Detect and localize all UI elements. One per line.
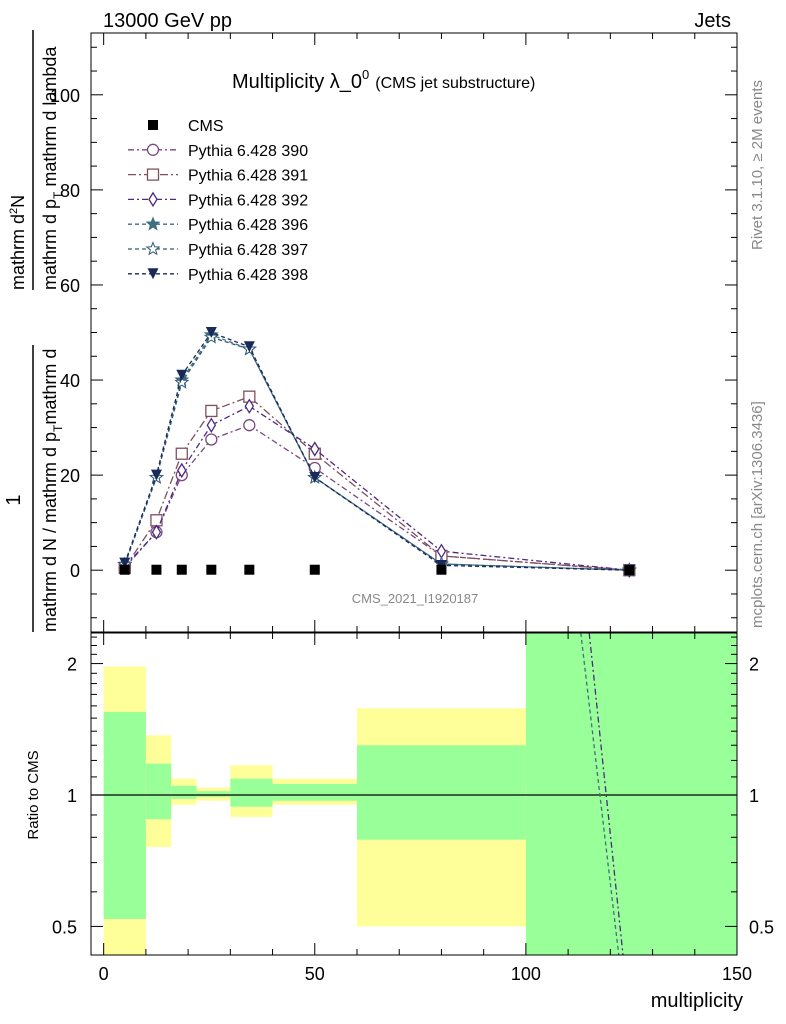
series-5-point-2 — [176, 369, 188, 381]
series-5-point-4 — [243, 341, 255, 353]
series-line-3 — [124, 334, 630, 571]
legend-marker-5 — [147, 268, 159, 280]
ratio-line-0 — [580, 632, 620, 956]
cms-point-5 — [309, 564, 320, 575]
analysis-watermark: CMS_2021_I1920187 — [352, 591, 479, 606]
band-stat-4 — [230, 778, 273, 807]
band-stat-0 — [103, 711, 146, 919]
xtick-label-150: 150 — [722, 964, 752, 984]
series-2-point-5 — [310, 441, 320, 457]
rivet-label: Rivet 3.1.10, ≥ 2M events — [749, 80, 766, 250]
ylabel-numerator: 1 — [3, 494, 25, 505]
legend-marker-4 — [145, 241, 161, 256]
legend-label-5: Pythia 6.428 398 — [188, 267, 308, 284]
ratio-line-1 — [588, 632, 624, 956]
xtick-label-50: 50 — [305, 964, 325, 984]
cms-point-1 — [151, 564, 162, 575]
ratio-bands — [91, 633, 737, 955]
band-stat-3 — [196, 791, 231, 797]
axes-ticks: 0 50 100 150 0 20 40 60 80 100 0.5 0.5 1 1 2 2 — [50, 33, 774, 984]
series-5-point-0 — [119, 557, 131, 569]
legend-marker-1 — [146, 168, 160, 181]
rtick-label-right-2: 2 — [749, 655, 759, 675]
header-right: Jets — [694, 10, 731, 32]
ratio-ylabel: Ratio to CMS — [25, 750, 42, 839]
series-0-point-4 — [243, 419, 256, 432]
ytick-label-40: 40 — [60, 371, 80, 391]
legend-label-3: Pythia 6.428 396 — [188, 217, 308, 234]
series-line-2 — [124, 405, 630, 571]
ytick-label-100: 100 — [50, 86, 80, 106]
legend-marker-2 — [148, 191, 158, 208]
rtick-label-left-1: 1 — [67, 786, 77, 806]
rtick-label-left-0: 0.5 — [52, 917, 77, 937]
series-1-point-2 — [175, 447, 188, 460]
legend-marker-cms — [148, 120, 158, 130]
xlabel: multiplicity — [651, 990, 743, 1012]
series-5-point-1 — [150, 469, 162, 481]
series-1-point-3 — [205, 404, 218, 418]
svg-text:mathrm d N / mathrm d pTmathrm: mathrm d N / mathrm d pTmathrm d — [40, 349, 65, 632]
series-2-point-3 — [206, 417, 217, 433]
legend-label-cms: CMS — [188, 118, 224, 135]
xtick-label-100: 100 — [511, 964, 541, 984]
series-line-1 — [124, 395, 630, 571]
ytick-label-20: 20 — [60, 466, 80, 486]
band-stat-5 — [272, 783, 357, 801]
legend-label-2: Pythia 6.428 392 — [188, 192, 308, 209]
main-ylabel: 1 mathrm d N / mathrm d pTmathrm d mathr… — [3, 30, 65, 632]
series-1-point-1 — [150, 514, 163, 527]
cms-point-7 — [624, 565, 635, 576]
legend-label-1: Pythia 6.428 391 — [188, 168, 308, 185]
title-main: Multiplicity λ_0 — [232, 71, 362, 93]
cms-point-3 — [206, 564, 217, 575]
ratio-lines — [580, 632, 624, 956]
band-stat-7 — [525, 633, 737, 955]
series-2-point-2 — [177, 462, 187, 479]
ytick-label-80: 80 — [60, 181, 80, 201]
legend-label-4: Pythia 6.428 397 — [188, 242, 308, 259]
ratio-frame — [90, 632, 738, 956]
title-sub: (CMS jet substructure) — [375, 75, 535, 92]
series-2-point-4 — [244, 398, 255, 414]
svg-text:mathrm d2N: mathrm d2N — [8, 195, 28, 290]
rtick-label-right-0: 0.5 — [749, 917, 774, 937]
rtick-label-right-1: 1 — [749, 786, 759, 806]
legend-label-0: Pythia 6.428 390 — [188, 143, 308, 160]
ytick-label-0: 0 — [70, 561, 80, 581]
series-5-point-3 — [205, 327, 217, 338]
band-stat-1 — [145, 763, 172, 820]
svg-text:mathrm d pT mathrm d lambda: mathrm d pT mathrm d lambda — [40, 46, 65, 290]
cms-point-6 — [436, 564, 447, 575]
cms-point-2 — [176, 564, 187, 575]
legend-marker-0 — [146, 143, 160, 156]
mcplots-label: mcplots.cern.ch [arXiv:1306.3436] — [749, 401, 766, 628]
band-stat-6 — [357, 745, 526, 840]
series-line-4 — [124, 336, 630, 571]
title-sup: 0 — [362, 67, 369, 82]
series-4-point-2 — [174, 374, 190, 389]
legend: CMS Pythia 6.428 390 Pythia 6.428 391 Pythi… — [128, 118, 308, 284]
series-2-point-1 — [151, 524, 162, 540]
series-5-point-5 — [309, 471, 321, 483]
series-line-5 — [124, 331, 630, 571]
xtick-label-0: 0 — [99, 964, 109, 984]
rtick-label-left-2: 2 — [67, 655, 77, 675]
header-left: 13000 GeV pp — [103, 10, 232, 32]
cms-point-0 — [119, 564, 130, 575]
legend-marker-3 — [145, 216, 161, 231]
ytick-label-60: 60 — [60, 276, 80, 296]
band-stat-2 — [171, 785, 197, 799]
cms-point-4 — [244, 564, 255, 575]
chart-title: Multiplicity λ_00 (CMS jet substructure) — [232, 67, 535, 93]
main-series — [117, 327, 637, 578]
series-line-0 — [124, 424, 630, 571]
series-0-point-3 — [205, 433, 218, 446]
